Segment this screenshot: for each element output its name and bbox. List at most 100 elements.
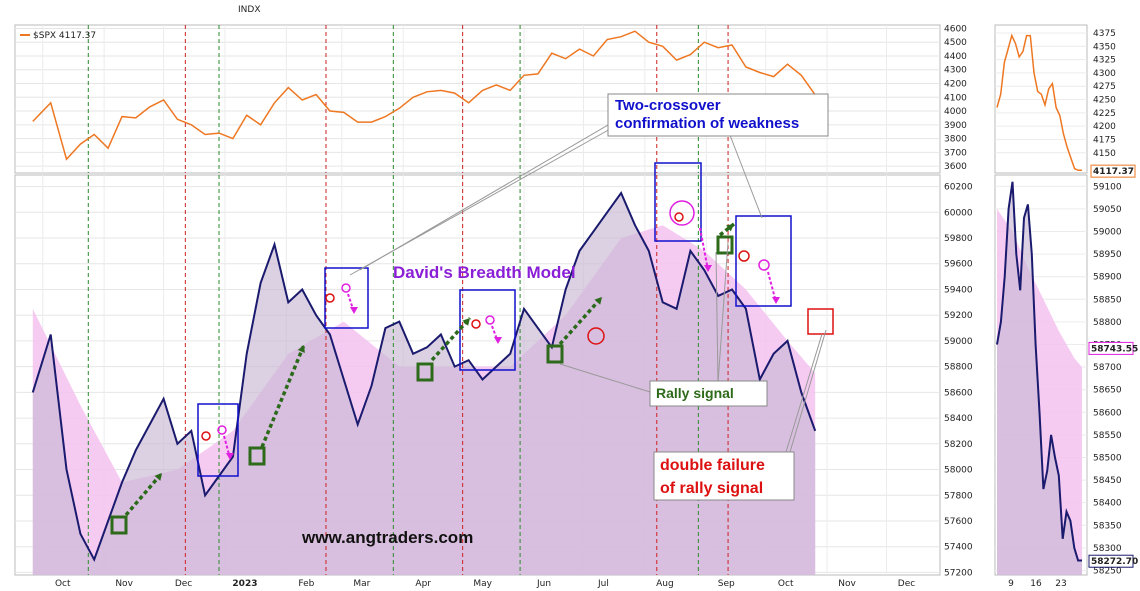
breadth-y-tick: 57800: [944, 491, 973, 501]
legend-entry: $SPX 4117.37: [33, 31, 96, 41]
x-tick: 2023: [232, 579, 257, 589]
callout-leader: [727, 129, 763, 219]
weakness-box: [324, 267, 369, 329]
x-tick: Sep: [718, 579, 735, 589]
crossover-callout: Two-crossover confirmation of weakness: [615, 97, 799, 132]
crossover-marker-ma: [669, 200, 695, 226]
breadth-y-tick: 57400: [944, 543, 973, 553]
x-tick: Jun: [536, 579, 551, 589]
breadth-y-tick: 57600: [944, 517, 973, 527]
zoom-breadth-y-tick: 58350: [1093, 521, 1122, 531]
x-tick: Feb: [298, 579, 314, 589]
zoom-breadth-y-tick: 58400: [1093, 499, 1122, 509]
spx-y-tick: 3600: [944, 162, 967, 172]
rally-signal-marker: [546, 344, 564, 364]
zoom-spx-y-tick: 4375: [1093, 29, 1116, 39]
x-tick: Dec: [175, 579, 192, 589]
x-tick: Apr: [415, 579, 431, 589]
crossover-marker-ma: [485, 315, 495, 325]
breadth-y-tick: 60200: [944, 183, 973, 193]
crossover-marker: [201, 431, 211, 441]
zoom-spx-panel: [994, 24, 1088, 174]
breadth-y-tick: 57200: [944, 568, 973, 578]
spx-y-tick: 4100: [944, 93, 967, 103]
zoom-breadth-y-tick: 58800: [1093, 318, 1122, 328]
zoom-breadth-y-tick: 58550: [1093, 431, 1122, 441]
breadth-y-tick: 59400: [944, 285, 973, 295]
x-tick: Nov: [838, 579, 856, 589]
crossover-marker: [325, 293, 335, 303]
zoom-ma-last-label: 58743.55: [1091, 344, 1138, 354]
crossover-marker: [674, 212, 684, 222]
zoom-spx-y-tick: 4325: [1093, 56, 1116, 66]
rally-signal-marker: [416, 362, 434, 382]
breadth-y-tick: 59600: [944, 260, 973, 270]
zoom-breadth-y-tick: 59100: [1093, 182, 1122, 192]
crossover-callout-line2: confirmation of weakness: [615, 115, 799, 132]
zoom-breadth-y-tick: 58700: [1093, 363, 1122, 373]
zoom-breadth-y-tick: 58850: [1093, 295, 1122, 305]
x-tick: Jul: [597, 579, 609, 589]
zoom-breadth-y-tick: 58500: [1093, 453, 1122, 463]
breadth-y-tick: 59800: [944, 234, 973, 244]
weakness-arrow-head: [772, 297, 780, 304]
zoom-spx-y-tick: 4200: [1093, 122, 1116, 132]
chart-title: David's Breadth Model: [393, 263, 576, 282]
spx-y-tick: 4600: [944, 24, 967, 34]
zoom-breadth-y-tick: 59000: [1093, 227, 1122, 237]
zoom-spx-last-label: 4117.37: [1093, 167, 1134, 177]
breadth-y-tick: 58200: [944, 440, 973, 450]
zoom-spx-y-tick: 4300: [1093, 69, 1116, 79]
zoom-spx-y-tick: 4275: [1093, 82, 1116, 92]
zoom-x-tick: 16: [1030, 579, 1042, 589]
x-tick: Dec: [898, 579, 915, 589]
double-failure-box: [653, 451, 795, 501]
zoom-x-tick: 9: [1008, 579, 1014, 589]
rally-arrow: [260, 344, 306, 448]
rally-arrow-head: [726, 224, 734, 232]
zoom-ma-last-label-box: [1088, 341, 1134, 355]
crossover-marker-ma: [758, 259, 770, 271]
callout-leader: [789, 329, 827, 453]
crossover-callout-line1: Two-crossover: [615, 97, 721, 114]
breadth-y-tick: 59000: [944, 337, 973, 347]
weakness-arrow-head: [494, 337, 502, 344]
x-tick: Mar: [353, 579, 370, 589]
rally-arrow-head: [297, 345, 305, 353]
spx-y-tick: 4400: [944, 52, 967, 62]
zoom-breadth-line: [996, 181, 1082, 562]
breadth-y-tick: 58800: [944, 363, 973, 373]
weakness-arrow: [223, 435, 231, 459]
weakness-box: [735, 215, 792, 307]
weakness-arrow: [699, 227, 709, 271]
x-tick: Oct: [55, 579, 71, 589]
breadth-y-tick: 60000: [944, 208, 973, 218]
zoom-breadth-y-tick: 58950: [1093, 250, 1122, 260]
zoom-breadth-last-label-box: [1088, 554, 1134, 568]
zoom-spx-y-tick: 4350: [1093, 42, 1116, 52]
rally-arrow: [124, 471, 164, 517]
callout-leader: [715, 251, 719, 384]
rally-arrow-head: [594, 297, 602, 305]
breadth-line: [31, 190, 817, 563]
rally-arrow-head: [154, 473, 162, 481]
breadth-area: [32, 193, 816, 575]
breadth-y-tick: 59200: [944, 311, 973, 321]
spx-line: [32, 30, 816, 161]
crossover-marker: [471, 319, 481, 329]
spx-y-tick: 4500: [944, 38, 967, 48]
spx-y-tick: 3900: [944, 121, 967, 131]
breadth-y-tick: 58400: [944, 414, 973, 424]
double-failure-line1: double failure: [660, 457, 765, 474]
callout-leader: [559, 363, 651, 393]
zoom-breadth-y-tick: 58650: [1093, 386, 1122, 396]
weakness-box: [459, 289, 516, 371]
double-failure-label: double failure of rally signal: [660, 457, 769, 497]
rally-signal-marker: [248, 446, 266, 466]
zoom-spx-y-tick: 4150: [1093, 149, 1116, 159]
zoom-x-tick: 23: [1055, 579, 1066, 589]
weakness-box: [654, 162, 702, 242]
crossover-callout-box: [607, 93, 829, 137]
symbol-label: INDX: [238, 5, 260, 15]
failure-box: [807, 308, 834, 335]
